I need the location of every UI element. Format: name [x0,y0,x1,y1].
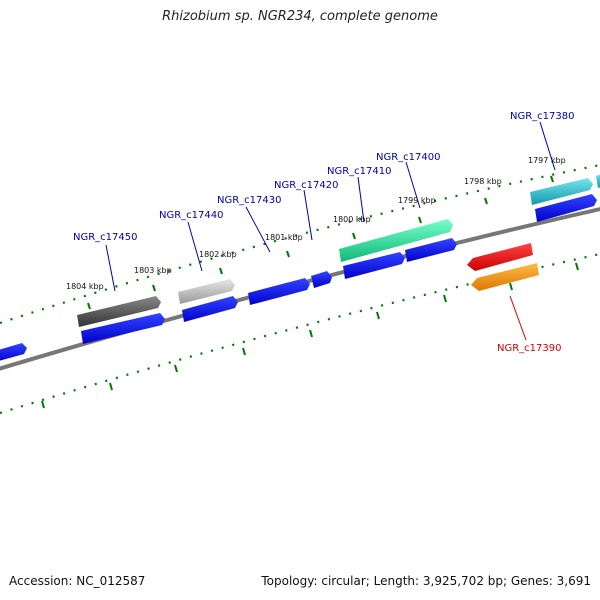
cds-arrow[interactable] [405,238,457,262]
cds-arrow[interactable] [535,194,597,222]
gene-arrow-red[interactable] [467,243,533,271]
gene-arrow-NGR_c17410[interactable] [339,219,453,262]
leader-lines [105,121,556,341]
reverse-gene-track [467,243,539,291]
inner-major-ticks [41,262,579,409]
cds-arrow[interactable] [343,252,405,279]
gene-labels: NGR_c17450 NGR_c17440 NGR_c17430 NGR_c17… [73,111,575,354]
cds-track [0,194,597,362]
cds-arrow[interactable] [182,296,238,322]
gene-label[interactable]: NGR_c17410 [327,166,392,177]
scale-label: 1804 kbp [66,282,104,291]
scale-label: 1798 kbp [464,177,502,186]
gene-label[interactable]: NGR_c17380 [510,111,575,122]
genome-summary-text: Topology: circular; Length: 3,925,702 bp… [261,574,591,588]
gene-arrow-NGR_c17390[interactable] [471,263,539,291]
gene-label[interactable]: NGR_c17400 [376,152,441,163]
gene-label[interactable]: NGR_c17450 [73,232,138,243]
scale-label: 1803 kbp [134,266,172,275]
scale-label: 1797 kbp [528,156,566,165]
cds-arrow[interactable] [248,278,310,305]
scale-label: 1802 kbp [199,250,237,259]
cds-arrow[interactable] [81,313,165,344]
scale-label: 1799 kbp [398,196,436,205]
gene-track [77,173,600,327]
gene-arrow-NGR_c17450[interactable] [77,296,161,327]
cds-arrow[interactable] [311,271,332,288]
gene-label[interactable]: NGR_c17420 [274,180,339,191]
cds-arrow[interactable] [0,343,27,362]
gene-arrow-next[interactable] [596,173,600,188]
gene-arrow-NGR_c17440[interactable] [178,279,235,304]
gene-arrow-NGR_c17380[interactable] [530,178,593,205]
accession-text: Accession: NC_012587 [9,574,146,588]
gene-label[interactable]: NGR_c17390 [497,343,562,354]
page-title: Rhizobium sp. NGR234, complete genome [162,9,438,24]
gene-label[interactable]: NGR_c17440 [159,210,224,221]
scale-label: 1801 kbp [265,233,303,242]
gene-label[interactable]: NGR_c17430 [217,195,282,206]
outer-major-ticks [87,175,554,310]
scale-label: 1800 kbp [333,215,371,224]
outer-scale-track [0,163,600,325]
scale-labels: 1804 kbp 1803 kbp 1802 kbp 1801 kbp 1800… [66,156,566,291]
